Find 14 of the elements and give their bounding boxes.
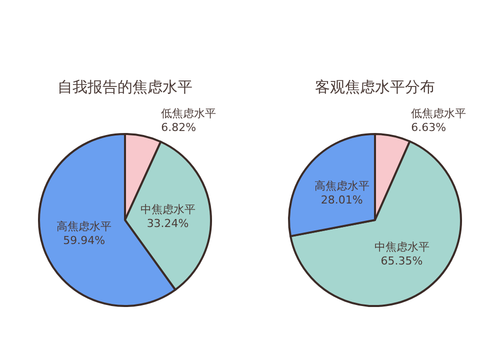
data-label: 6.63% [411, 121, 446, 134]
slice-label: 高焦虑水平 [314, 180, 370, 193]
data-label: 59.94% [63, 234, 106, 248]
data-label: 65.35% [380, 254, 423, 268]
slice-label: 低焦虑水平 [411, 107, 466, 120]
slice-label: 中焦虑水平 [374, 240, 430, 254]
data-label: 28.01% [320, 194, 363, 207]
slice-label: 中焦虑水平 [140, 202, 196, 216]
data-label: 33.24% [146, 216, 189, 230]
chart-title: 自我报告的焦虑水平 [58, 78, 192, 96]
data-label: 6.82% [161, 121, 196, 134]
chart-title: 客观焦虑水平分布 [315, 78, 435, 96]
slice-label: 高焦虑水平 [56, 220, 112, 234]
slice-label: 低焦虑水平 [161, 107, 216, 120]
